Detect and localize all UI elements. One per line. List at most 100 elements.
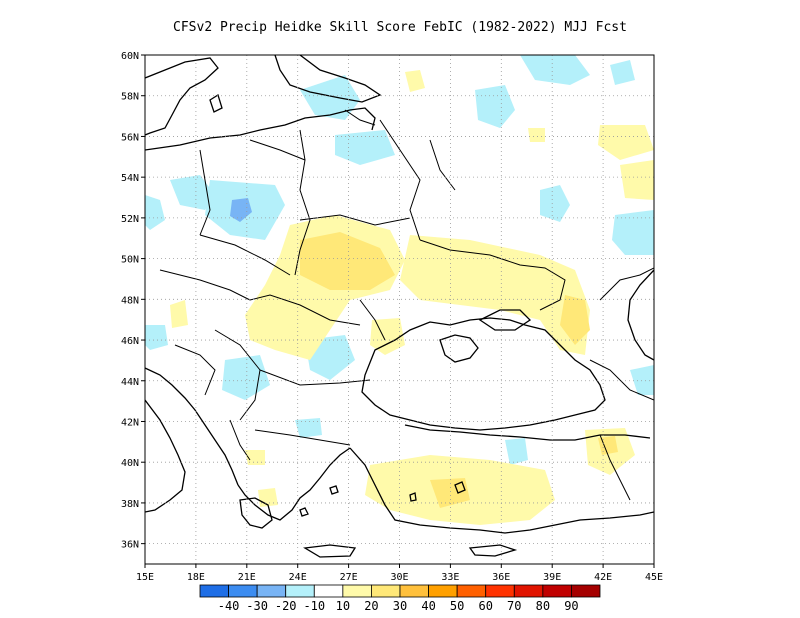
colorbar-swatch — [428, 584, 458, 598]
colorbar-swatch — [513, 584, 544, 598]
colorbar-label: 70 — [507, 599, 521, 613]
colorbar-swatch — [371, 584, 401, 598]
coastline-peloponnese — [239, 497, 273, 529]
x-tick-label: 33E — [441, 572, 459, 583]
shade-negative — [145, 325, 168, 350]
shade-positive — [400, 235, 590, 355]
border-ukraine-russia — [419, 239, 566, 311]
x-tick-label: 39E — [543, 572, 561, 583]
shade-negative — [335, 130, 395, 165]
colorbar-swatch — [399, 584, 429, 598]
shade-positive — [170, 300, 188, 328]
shade-negative — [222, 355, 270, 400]
border-belarus-ukraine — [299, 214, 411, 226]
coastline-crimea — [439, 334, 479, 363]
coastline-black-sea — [361, 317, 606, 431]
colorbar-label: 10 — [336, 599, 350, 613]
coastline-baltic-south — [145, 107, 376, 151]
shade-negative — [612, 210, 654, 255]
border-croatia-bosnia — [174, 344, 216, 396]
shade-negative — [295, 418, 322, 438]
colorbar-swatch — [485, 584, 515, 598]
shade-negative — [610, 60, 635, 85]
x-tick-label: 15E — [136, 572, 154, 583]
coastline-islands — [299, 481, 466, 517]
colorbar-label: 50 — [450, 599, 464, 613]
graticule — [145, 55, 654, 564]
coastline-italy — [145, 399, 186, 513]
border-poland-belarus — [294, 129, 311, 276]
colorbar-label: 80 — [536, 599, 550, 613]
x-tick-label: 24E — [289, 572, 307, 583]
border-austria-hungary — [159, 269, 251, 301]
border-russia-kazakh — [599, 267, 654, 301]
colorbar-swatch — [456, 584, 487, 598]
colorbar-swatch — [313, 584, 344, 598]
y-tick-label: 54N — [121, 173, 139, 184]
x-tick-label: 42E — [594, 572, 612, 583]
x-tick-label: 36E — [492, 572, 510, 583]
y-tick-label: 56N — [121, 132, 139, 143]
shade-negative — [520, 55, 590, 85]
y-tick-label: 52N — [121, 214, 139, 225]
y-axis: 36N 38N 40N 42N 44N 46N 48N 50N 52N 54N 56N 58N 60N — [121, 51, 145, 551]
shade-positive — [430, 478, 470, 508]
shade-negative — [170, 175, 215, 210]
border-russia-inner — [429, 139, 456, 191]
coastline-scandinavia — [145, 57, 219, 136]
border-lithuania-latvia — [249, 139, 306, 161]
border-belarus-russia — [379, 119, 421, 241]
shade-positive — [598, 125, 654, 160]
colorbar-swatch — [228, 584, 258, 598]
x-axis: 15E 18E 21E 24E 27E 30E 33E 36E 39E 42E 45E — [136, 564, 663, 583]
y-tick-label: 38N — [121, 499, 139, 510]
shade-positive — [528, 128, 545, 142]
y-tick-label: 50N — [121, 255, 139, 266]
x-tick-label: 18E — [187, 572, 205, 583]
coastline-gotland — [209, 94, 223, 113]
colorbar-label: 40 — [421, 599, 435, 613]
shade-positive — [620, 160, 654, 200]
coastline-cyprus — [468, 544, 518, 557]
colorbar-label: -40 — [218, 599, 240, 613]
map-title: CFSv2 Precip Heidke Skill Score FebIC (1… — [173, 20, 627, 35]
colorbar-swatch — [542, 584, 572, 598]
colorbar-label: -10 — [303, 599, 325, 613]
coastline-crete — [303, 544, 357, 558]
coastline-anatolia-north — [404, 424, 651, 441]
x-tick-label: 27E — [340, 572, 358, 583]
border-hungary-romania — [249, 294, 361, 326]
colorbar-label: 90 — [564, 599, 578, 613]
shade-positive — [598, 436, 618, 455]
y-tick-label: 46N — [121, 336, 139, 347]
y-tick-label: 58N — [121, 92, 139, 103]
shade-negative — [300, 75, 360, 120]
colorbar-swatch — [285, 584, 315, 598]
shade-positive — [560, 295, 590, 345]
x-tick-label: 21E — [238, 572, 256, 583]
border-turkey-east — [599, 434, 631, 501]
y-tick-label: 42N — [121, 417, 139, 428]
border-czech-slovakia — [199, 234, 291, 276]
coastline-finland — [274, 55, 382, 103]
shade-negative — [145, 195, 165, 230]
coastline-adriatic — [145, 367, 239, 486]
colorbar-label: -20 — [275, 599, 297, 613]
y-tick-label: 44N — [121, 377, 139, 388]
colorbar-label: 30 — [393, 599, 407, 613]
x-tick-label: 45E — [645, 572, 663, 583]
y-tick-label: 48N — [121, 295, 139, 306]
border-bulgaria-greece — [254, 429, 351, 446]
y-tick-label: 60N — [121, 51, 139, 62]
y-tick-label: 36N — [121, 540, 139, 551]
colorbar: -40 -30 -20 -10 10 20 30 40 50 60 70 80 90 — [199, 584, 601, 613]
shade-positive — [245, 450, 265, 465]
colorbar-swatch — [342, 584, 372, 598]
shade-positive — [258, 488, 278, 507]
colorbar-label: -30 — [246, 599, 268, 613]
border-caucasus — [589, 359, 654, 401]
coastlines — [145, 55, 654, 558]
coastline-greece — [237, 447, 351, 521]
border-serbia — [214, 329, 261, 421]
